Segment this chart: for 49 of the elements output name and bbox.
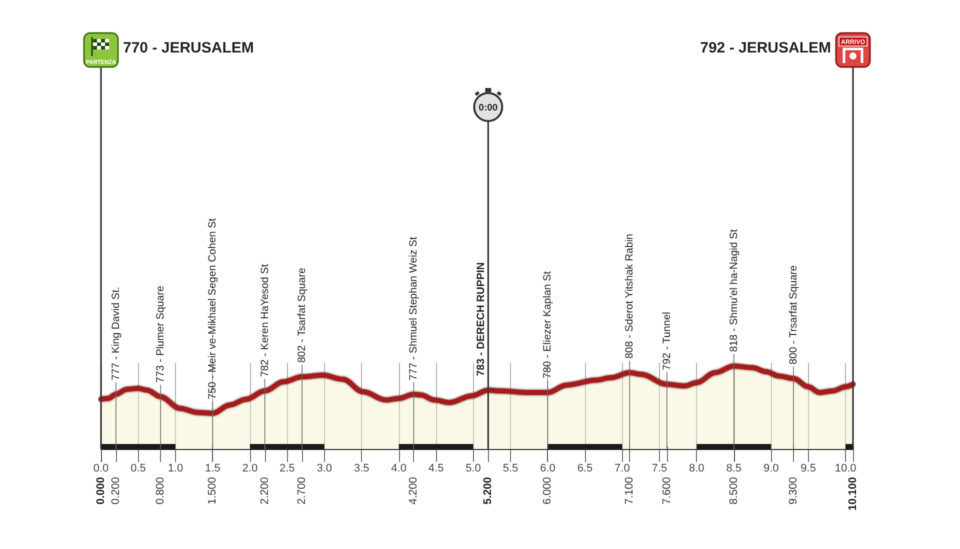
annotation: 777 - King David St. <box>110 286 122 380</box>
x-tick-label: 5.0 <box>466 462 481 474</box>
annotation: 783 - DERECH RUPPIN <box>475 262 488 376</box>
x-tick-label: 9.0 <box>763 462 779 474</box>
x-tick-label: 0.0 <box>93 462 109 474</box>
x-tick-label: 1.0 <box>168 462 184 474</box>
x-tick-label: 3.5 <box>354 462 370 474</box>
x2-tick-label: 2.700 <box>296 477 308 505</box>
ref-line-label: 792 - JERUSALEM <box>700 40 831 56</box>
x2-tick-label: 10.100 <box>847 477 859 511</box>
annotation: 750 - Meir ve-Mikhael Segen Cohen St <box>206 218 219 400</box>
x-tick-label: 10.0 <box>834 462 856 474</box>
x-tick-label: 4.5 <box>428 462 444 474</box>
x2-tick-label: 7.600 <box>660 477 673 505</box>
x-tick-label: 7.5 <box>652 462 668 474</box>
annotation: 792 - Tunnel <box>660 312 673 370</box>
annotation: 818 - Shmu'el ha-Nagid St <box>728 229 740 352</box>
x-tick-label: 6.5 <box>577 462 593 474</box>
annotation: 800 - Trsarfat Square <box>787 265 800 364</box>
annotation: 777 - Shmuel Stephan Weiz St <box>408 236 420 380</box>
x2-tick-label: 9.300 <box>787 477 800 505</box>
x2-tick-label: 4.200 <box>408 477 420 505</box>
ref-line-label: 770 - JERUSALEM <box>123 40 254 56</box>
x2-tick-label: 1.500 <box>206 477 219 505</box>
x-tick-label: 3.0 <box>316 462 332 474</box>
x2-tick-label: 0.800 <box>154 477 167 505</box>
x2-tick-label: 2.200 <box>258 477 271 505</box>
x2-tick-label: 0.000 <box>95 477 107 505</box>
x-tick-label: 5.5 <box>502 462 518 474</box>
x-tick-label: 2.0 <box>242 462 258 474</box>
x2-tick-label: 5.200 <box>482 477 494 505</box>
x-tick-label: 8.5 <box>726 462 742 474</box>
x2-tick-label: 6.000 <box>542 477 554 505</box>
x-tick-label: 0.5 <box>130 462 146 474</box>
x-tick-label: 6.0 <box>540 462 556 474</box>
x-tick-label: 8.0 <box>688 462 704 474</box>
annotation: 780 - Eliezer Kaplan St <box>542 271 554 379</box>
x2-tick-label: 7.100 <box>624 477 636 505</box>
x-tick-label: 4.0 <box>391 462 406 474</box>
annotation: 802 - Tsarfat Square <box>296 268 308 363</box>
x-tick-label: 7.0 <box>614 462 630 474</box>
x-tick-label: 2.5 <box>279 462 295 474</box>
annotation: 782 - Keren HaYesod St <box>258 264 271 377</box>
x-tick-label: 1.5 <box>205 462 220 474</box>
x2-tick-label: 8.500 <box>728 477 740 505</box>
annotation: 773 - Plumer Square <box>154 286 167 383</box>
annotation: 808 - Sderot Yitshak Rabin <box>624 234 636 359</box>
x-tick-label: 9.5 <box>800 462 816 474</box>
x2-tick-label: 0.200 <box>110 477 122 505</box>
